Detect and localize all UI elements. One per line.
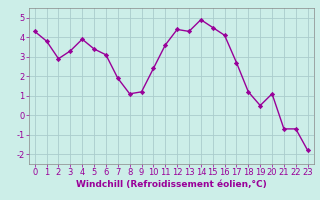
X-axis label: Windchill (Refroidissement éolien,°C): Windchill (Refroidissement éolien,°C) <box>76 180 267 189</box>
